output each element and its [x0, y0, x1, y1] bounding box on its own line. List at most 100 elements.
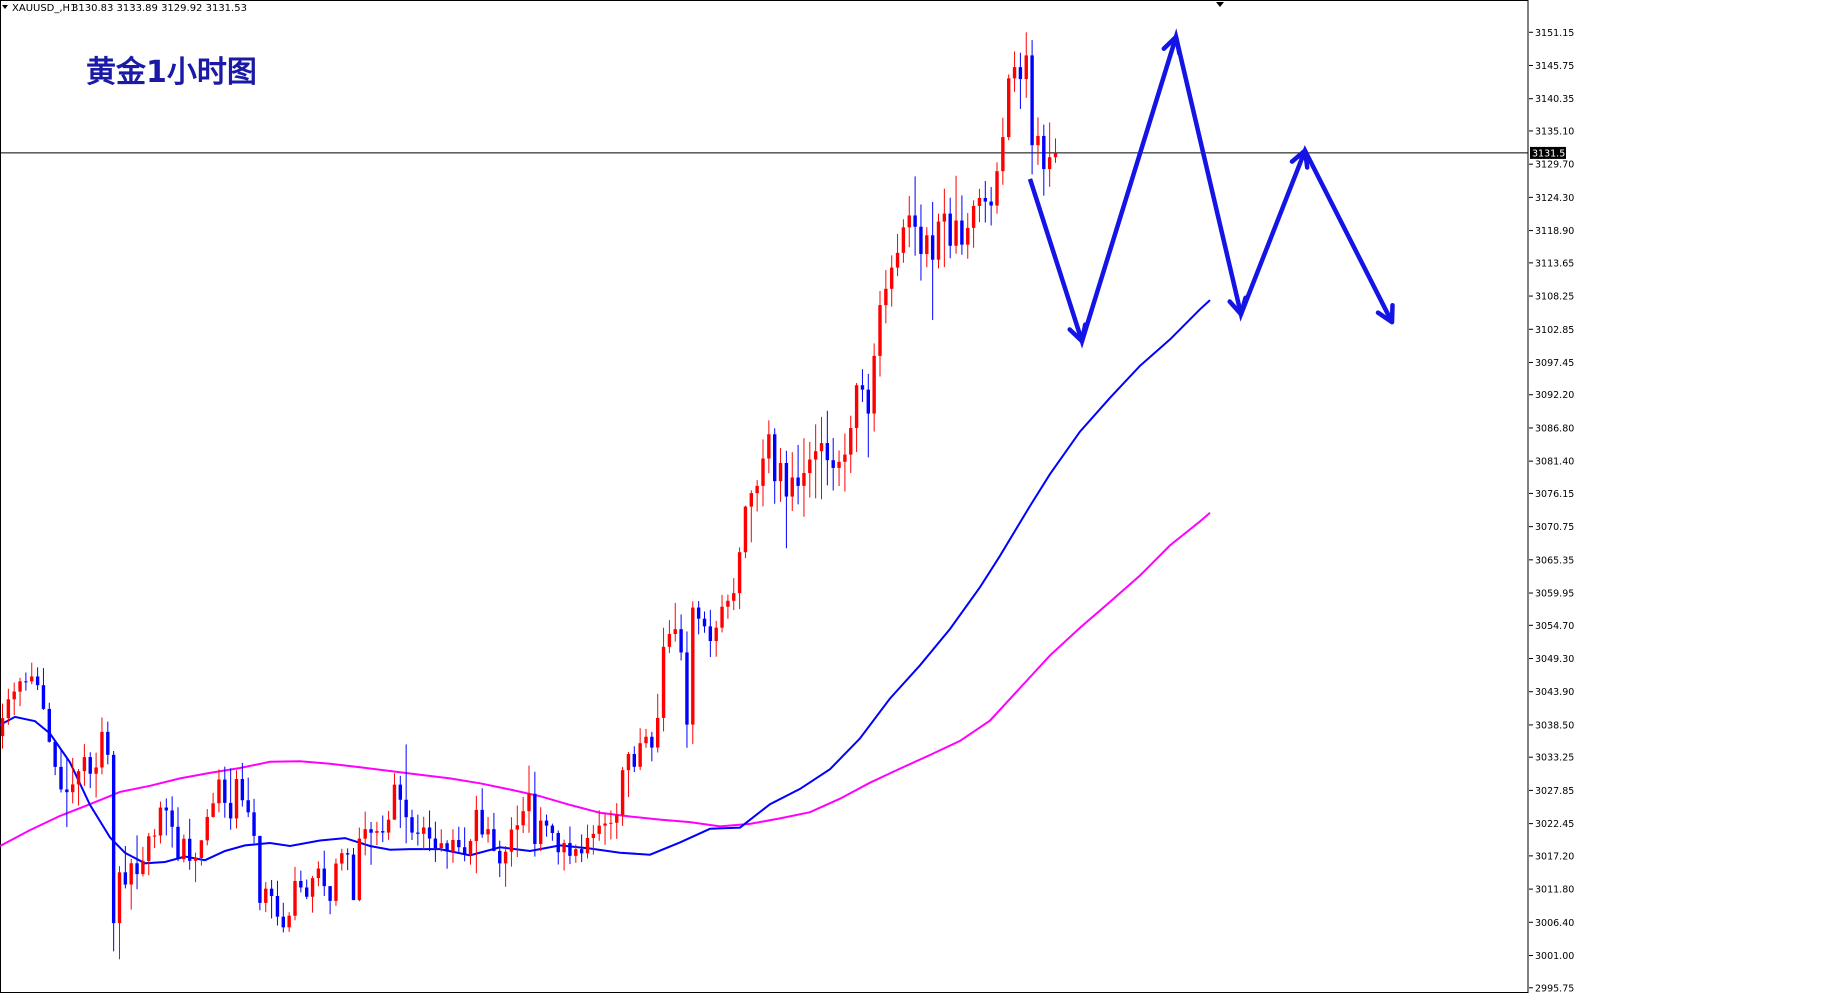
candle-body — [498, 850, 502, 864]
candle — [76, 769, 81, 806]
candle-body — [305, 887, 309, 897]
candle-body — [94, 767, 98, 774]
candle-body — [656, 717, 660, 748]
candle-body — [205, 816, 209, 841]
candle — [152, 829, 157, 849]
candle — [170, 796, 174, 848]
annotation-arrowhead — [1289, 148, 1310, 170]
candle-body — [533, 793, 537, 844]
candle-body — [661, 646, 666, 718]
candle — [872, 343, 876, 432]
candle-body — [1024, 55, 1028, 80]
candle-body — [843, 454, 847, 462]
candle-body — [942, 213, 947, 222]
candle-body — [913, 215, 917, 227]
candle — [451, 829, 455, 863]
candle-body — [773, 434, 777, 482]
candle-body — [1030, 55, 1034, 146]
candle-body — [726, 600, 730, 607]
chart-title: 黄金1小时图 — [86, 55, 257, 90]
candle-body — [100, 731, 104, 768]
y-tick-label: 3070.75 — [1535, 522, 1574, 533]
candle — [416, 814, 420, 846]
candle — [30, 662, 34, 685]
candle-body — [638, 743, 642, 767]
candle — [1053, 138, 1058, 163]
candle — [550, 823, 555, 841]
current-price-label: 3131.53 — [1532, 148, 1571, 159]
candle-body — [88, 757, 92, 774]
candle-body — [299, 880, 303, 888]
candle — [1001, 117, 1005, 185]
candle — [123, 845, 128, 889]
ohlc-values: 3130.83 3133.89 3129.92 3131.53 — [72, 3, 247, 14]
candle-body — [445, 843, 449, 852]
candle-body — [860, 385, 865, 390]
candle — [1024, 32, 1028, 98]
candle — [392, 773, 397, 820]
candle — [0, 703, 5, 749]
candle-body — [866, 389, 870, 414]
candle — [35, 667, 40, 691]
candle — [193, 852, 198, 883]
ma-slow-line — [0, 512, 1211, 847]
price-axis: 3151.15 3145.75 3140.35 3135.10 3129.70 3124.… — [1529, 28, 1574, 993]
candle — [427, 810, 432, 852]
candle — [468, 839, 473, 865]
candle — [480, 788, 484, 838]
candle-body — [47, 708, 51, 742]
symbol-dropdown-icon — [2, 5, 8, 9]
candle — [989, 187, 993, 226]
candle — [345, 848, 350, 871]
candle-body — [381, 831, 385, 833]
candle-body — [685, 652, 689, 725]
candle-body — [199, 840, 204, 858]
candle-body — [480, 809, 484, 835]
candle-body — [152, 835, 157, 837]
y-tick-label: 3076.15 — [1535, 489, 1574, 500]
candle — [778, 448, 783, 502]
candle — [486, 817, 490, 843]
candle — [890, 255, 894, 307]
candle — [445, 840, 449, 869]
candle-body — [410, 817, 414, 833]
candle-body — [30, 676, 34, 682]
candle-body — [1042, 135, 1046, 170]
candle — [381, 815, 385, 843]
candle-body — [802, 473, 806, 486]
candle — [620, 766, 625, 826]
candle-body — [919, 226, 923, 254]
candle — [41, 668, 46, 710]
candle-body — [462, 847, 467, 855]
candle — [656, 693, 660, 753]
candle-body — [539, 820, 543, 844]
candle-body — [778, 462, 783, 482]
candle — [585, 824, 590, 859]
candle-body — [240, 778, 245, 801]
candle — [948, 197, 952, 259]
candle — [59, 748, 63, 793]
candle — [696, 601, 701, 635]
candle-body — [667, 634, 672, 647]
candle — [228, 768, 233, 830]
candle-body — [714, 627, 718, 642]
candle — [895, 234, 900, 277]
candle-body — [1012, 67, 1017, 79]
candle-body — [35, 676, 40, 686]
candle — [12, 682, 16, 716]
candle-body — [784, 462, 789, 497]
candle-body — [170, 810, 174, 827]
candle — [498, 840, 502, 878]
y-tick-label: 3097.45 — [1535, 358, 1574, 369]
candle-body — [422, 827, 426, 834]
candle — [65, 758, 69, 828]
y-tick-label: 3038.50 — [1535, 720, 1574, 731]
candle — [574, 844, 578, 863]
y-tick-label: 3092.20 — [1535, 390, 1574, 401]
candle-body — [925, 235, 929, 254]
candle-body — [544, 820, 549, 826]
candle-body — [720, 606, 724, 628]
candle-body — [141, 860, 145, 875]
candle — [410, 809, 414, 840]
